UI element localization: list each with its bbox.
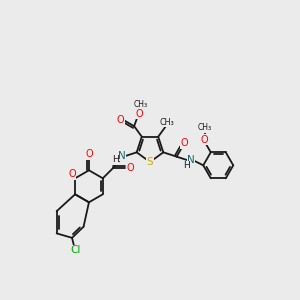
Text: CH₃: CH₃ bbox=[198, 123, 212, 132]
Text: N: N bbox=[118, 151, 125, 161]
Text: O: O bbox=[68, 169, 76, 179]
Text: H: H bbox=[112, 155, 119, 164]
Text: H: H bbox=[184, 161, 190, 170]
Text: O: O bbox=[180, 138, 188, 148]
Text: O: O bbox=[85, 149, 93, 159]
Text: S: S bbox=[147, 157, 153, 167]
Text: N: N bbox=[187, 155, 195, 165]
Text: O: O bbox=[127, 163, 134, 173]
Text: O: O bbox=[117, 115, 124, 125]
Text: O: O bbox=[135, 109, 143, 119]
Text: CH₃: CH₃ bbox=[160, 118, 174, 127]
Text: O: O bbox=[201, 135, 208, 145]
Text: CH₃: CH₃ bbox=[134, 100, 148, 109]
Text: Cl: Cl bbox=[70, 245, 80, 255]
